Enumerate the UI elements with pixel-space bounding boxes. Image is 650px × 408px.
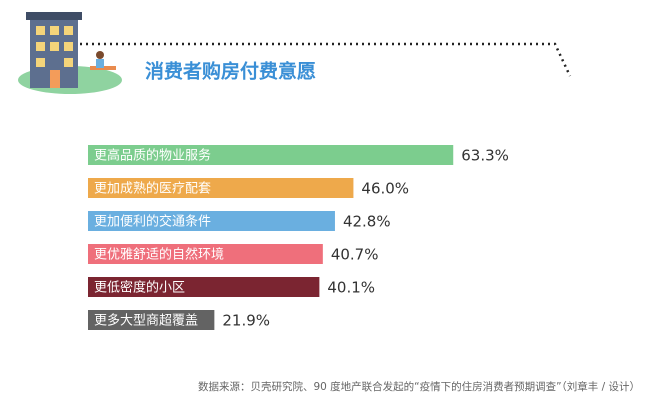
category-label: 更多大型商超覆盖 <box>94 313 198 329</box>
source-note: 数据来源：贝壳研究院、90 度地产联合发起的“疫情下的住房消费者预期调查”（刘章… <box>198 380 640 393</box>
windows <box>36 26 73 67</box>
value-label: 40.7% <box>331 246 379 264</box>
person <box>96 51 104 59</box>
door <box>50 70 60 88</box>
person-body <box>96 59 104 68</box>
value-label: 42.8% <box>343 213 391 231</box>
bar <box>88 178 354 198</box>
value-label: 63.3% <box>461 147 509 165</box>
category-label: 更低密度的小区 <box>94 280 185 296</box>
bar <box>88 211 335 231</box>
illustration <box>18 12 122 94</box>
bar <box>88 310 215 330</box>
category-label: 更高品质的物业服务 <box>94 148 211 164</box>
value-label: 21.9% <box>222 312 270 330</box>
bar <box>88 145 454 165</box>
dotted-line <box>80 42 572 77</box>
category-label: 更加便利的交通条件 <box>94 214 211 230</box>
bar <box>88 277 320 297</box>
category-label: 更优雅舒适的自然环境 <box>94 247 224 263</box>
category-label: 更加成熟的医疗配套 <box>94 181 211 197</box>
roof <box>26 12 82 20</box>
bar <box>88 244 323 264</box>
value-label: 40.1% <box>327 279 375 297</box>
value-label: 46.0% <box>361 180 409 198</box>
chart-title: 消费者购房付费意愿 <box>145 60 316 83</box>
